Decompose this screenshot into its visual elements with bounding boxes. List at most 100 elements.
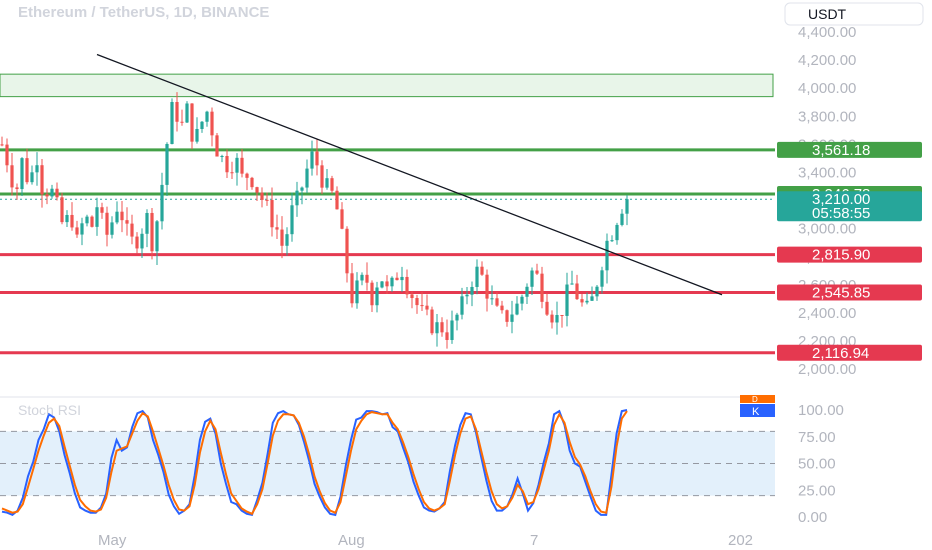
candle-down bbox=[135, 236, 139, 249]
price-tick-label: 3,800.00 bbox=[798, 108, 856, 125]
price-tick-label: 2,000.00 bbox=[798, 361, 856, 378]
candle-down bbox=[420, 305, 424, 307]
candle-up bbox=[355, 280, 359, 304]
candle-down bbox=[210, 111, 214, 136]
level-price-label: 2,116.94 bbox=[812, 345, 869, 362]
price-tick-label: 3,000.00 bbox=[798, 221, 856, 238]
candle-up bbox=[165, 143, 169, 185]
candle-up bbox=[520, 296, 524, 304]
candlestick-series bbox=[0, 92, 629, 349]
candle-up bbox=[570, 283, 574, 285]
candle-up bbox=[455, 314, 459, 321]
candle-down bbox=[485, 274, 489, 299]
price-axis[interactable]: 4,400.004,200.004,000.003,800.003,600.00… bbox=[777, 24, 922, 378]
candle-down bbox=[225, 155, 229, 173]
candle-up bbox=[305, 168, 309, 188]
currency-label: USDT bbox=[808, 6, 847, 22]
candle-down bbox=[405, 276, 409, 295]
price-pane[interactable] bbox=[0, 53, 775, 355]
candle-up bbox=[475, 266, 479, 287]
legend-d-label: D bbox=[752, 395, 758, 404]
candle-down bbox=[430, 309, 434, 334]
candle-down bbox=[315, 151, 319, 166]
level-price-pill bbox=[777, 344, 922, 361]
candle-down bbox=[265, 199, 269, 201]
candle-down bbox=[385, 281, 389, 287]
candle-up bbox=[360, 274, 364, 281]
candle-down bbox=[340, 209, 344, 229]
stoch-tick-label: 25.00 bbox=[798, 482, 836, 499]
candle-down bbox=[550, 314, 554, 323]
candle-down bbox=[445, 332, 449, 340]
time-tick-label: 202 bbox=[728, 532, 753, 549]
candle-down bbox=[180, 121, 184, 123]
candle-down bbox=[120, 211, 124, 221]
stoch-tick-label: 50.00 bbox=[798, 456, 836, 473]
candle-down bbox=[90, 216, 94, 227]
candle-up bbox=[590, 296, 594, 301]
stoch-rsi-pane[interactable]: Stoch RSI bbox=[0, 402, 775, 517]
candle-down bbox=[480, 266, 484, 275]
candle-up bbox=[565, 284, 569, 316]
candle-up bbox=[530, 270, 534, 287]
candle-up bbox=[285, 234, 289, 246]
price-tick-label: 3,400.00 bbox=[798, 165, 856, 182]
price-tick-label: 4,200.00 bbox=[798, 52, 856, 69]
stoch-legend: D K bbox=[740, 395, 775, 418]
time-axis[interactable]: May Aug 7 202 bbox=[98, 532, 753, 549]
candle-down bbox=[370, 282, 374, 306]
candle-down bbox=[215, 135, 219, 157]
candle-down bbox=[560, 314, 564, 316]
candle-up bbox=[290, 205, 294, 235]
candle-up bbox=[625, 199, 629, 214]
candle-up bbox=[155, 221, 159, 252]
stoch-axis[interactable]: 100.00 75.00 50.00 25.00 0.00 bbox=[798, 402, 844, 526]
candle-up bbox=[615, 224, 619, 241]
price-tick-label: 4,000.00 bbox=[798, 80, 856, 97]
candle-down bbox=[335, 190, 339, 210]
resistance-zone bbox=[0, 73, 774, 98]
legend-d-badge bbox=[740, 395, 775, 403]
candle-down bbox=[5, 144, 9, 166]
symbol-title[interactable]: Ethereum / TetherUS, 1D, BINANCE bbox=[18, 4, 269, 21]
level-price-label: 3,561.18 bbox=[812, 142, 870, 159]
candle-up bbox=[115, 211, 119, 223]
candle-up bbox=[605, 240, 609, 271]
stoch-tick-label: 100.00 bbox=[798, 402, 844, 419]
countdown-label: 05:58:55 bbox=[812, 205, 870, 222]
candle-down bbox=[130, 223, 134, 237]
trend-line[interactable] bbox=[96, 53, 723, 296]
candle-up bbox=[200, 121, 204, 129]
candle-up bbox=[30, 172, 34, 183]
price-tick-label: 2,400.00 bbox=[798, 305, 856, 322]
candle-up bbox=[435, 322, 439, 334]
candle-up bbox=[620, 213, 624, 225]
level-price-pill bbox=[777, 246, 922, 263]
candle-up bbox=[20, 158, 24, 190]
candle-down bbox=[395, 277, 399, 281]
candle-down bbox=[535, 270, 539, 274]
candle-up bbox=[65, 214, 69, 223]
currency-button[interactable]: USDT bbox=[784, 2, 924, 26]
price-tick-label: 4,400.00 bbox=[798, 24, 856, 41]
candle-down bbox=[0, 144, 4, 146]
candle-up bbox=[470, 286, 474, 295]
candle-down bbox=[250, 177, 254, 188]
candle-down bbox=[25, 158, 29, 183]
candle-down bbox=[350, 273, 354, 304]
legend-k-label: K bbox=[752, 406, 760, 418]
candle-down bbox=[270, 200, 274, 228]
candle-up bbox=[585, 300, 589, 303]
candle-up bbox=[400, 276, 404, 281]
candle-up bbox=[555, 314, 559, 323]
candle-up bbox=[170, 102, 174, 144]
legend-k-badge bbox=[740, 404, 775, 417]
level-price-pill bbox=[777, 141, 922, 158]
candle-up bbox=[140, 233, 144, 249]
candle-down bbox=[410, 294, 414, 299]
candle-up bbox=[310, 151, 314, 169]
candle-down bbox=[245, 173, 249, 178]
candle-up bbox=[460, 296, 464, 315]
candle-up bbox=[145, 212, 149, 234]
